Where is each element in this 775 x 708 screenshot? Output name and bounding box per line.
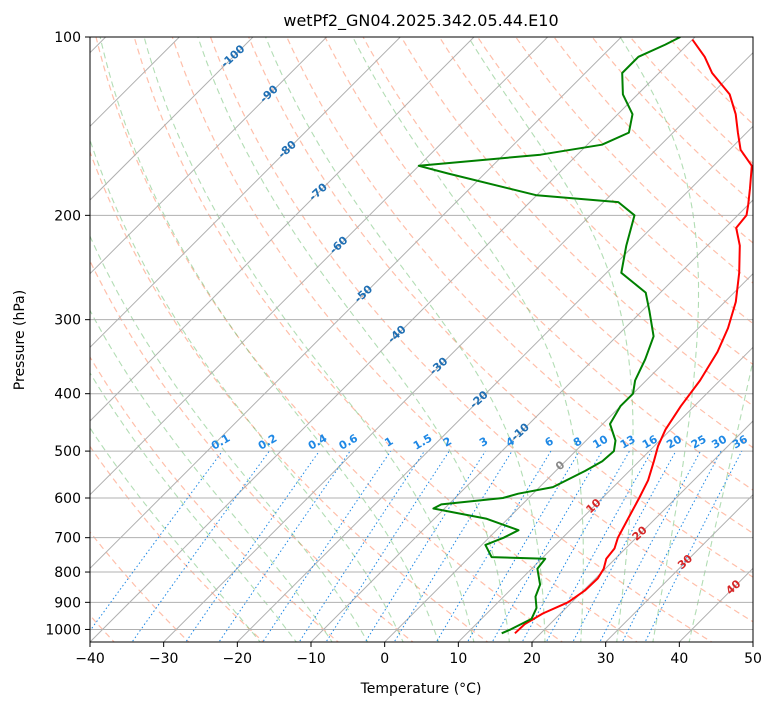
x-axis: −40 −30 −20 −10 0 10 20 30 40 50: [75, 642, 762, 667]
isotherm-line: [90, 37, 475, 422]
isotherm-line: [604, 493, 753, 642]
mixing-ratio-lines: [90, 450, 743, 642]
chart-title: wetPf2_GN04.2025.342.05.44.E10: [283, 11, 558, 31]
isotherm-line: [457, 346, 753, 642]
x-tick-label: −20: [223, 651, 253, 667]
isotherm-line: [90, 37, 549, 496]
mixing-ratio-line: [621, 450, 722, 642]
x-tick-label: 0: [380, 651, 389, 667]
x-tick-label: −30: [149, 651, 179, 667]
dewpoint-profile-line: [417, 37, 681, 635]
profile-series: [417, 37, 753, 635]
x-tick-label: −40: [75, 651, 105, 667]
y-tick-label: 100: [54, 30, 81, 46]
isotherm-line: [90, 37, 402, 349]
mixing-ratio-line: [90, 450, 223, 632]
mixing-ratio-line: [262, 450, 392, 642]
y-tick-label: 700: [54, 531, 81, 547]
y-tick-label: 900: [54, 595, 81, 611]
isobars: [90, 37, 753, 630]
x-tick-label: 40: [670, 651, 688, 667]
moist-adiabat-line: [90, 234, 369, 642]
y-axis-label: Pressure (hPa): [12, 290, 28, 390]
dry-adiabat-line: [90, 150, 489, 642]
temperature-profile-line: [514, 39, 753, 635]
x-tick-label: 20: [523, 651, 541, 667]
y-tick-label: 300: [54, 313, 81, 329]
y-axis: 1000 900 800 700 600 500 400 300 200 100: [45, 30, 90, 638]
y-tick-label: 800: [54, 565, 81, 581]
mixing-ratio-line: [364, 450, 486, 642]
isotherm-line: [90, 37, 696, 642]
mixing-ratio-line: [393, 450, 513, 642]
y-tick-label: 400: [54, 387, 81, 403]
x-tick-label: 50: [744, 651, 762, 667]
mixing-ratio-line: [599, 450, 701, 642]
isotherm-line: [162, 51, 753, 642]
x-axis-label: Temperature (°C): [360, 681, 482, 697]
isotherm-line: [90, 37, 254, 201]
isotherm-line: [236, 125, 753, 642]
isotherm-line: [90, 37, 623, 570]
y-tick-label: 1000: [45, 622, 81, 638]
mixing-ratio-line: [131, 450, 270, 642]
isotherms: [90, 37, 753, 642]
mixing-ratio-line: [218, 450, 351, 642]
x-tick-label: 30: [597, 651, 615, 667]
isotherm-line: [90, 37, 328, 275]
mixing-ratio-line: [572, 450, 677, 642]
x-tick-label: 10: [449, 651, 467, 667]
y-tick-label: 200: [54, 208, 81, 224]
y-tick-label: 600: [54, 491, 81, 507]
y-tick-label: 500: [54, 444, 81, 460]
mixing-ratio-line: [466, 450, 580, 642]
dry-adiabat-line: [90, 259, 414, 642]
x-tick-label: −10: [296, 651, 326, 667]
mixing-ratio-line: [325, 450, 450, 642]
isotherm-line: [383, 272, 753, 642]
isotherm-line: [310, 199, 753, 642]
plot-frame: [89, 36, 754, 643]
mixing-ratio-line: [185, 450, 320, 642]
mixing-ratio-line: [298, 450, 425, 642]
isotherm-line: [531, 420, 753, 642]
